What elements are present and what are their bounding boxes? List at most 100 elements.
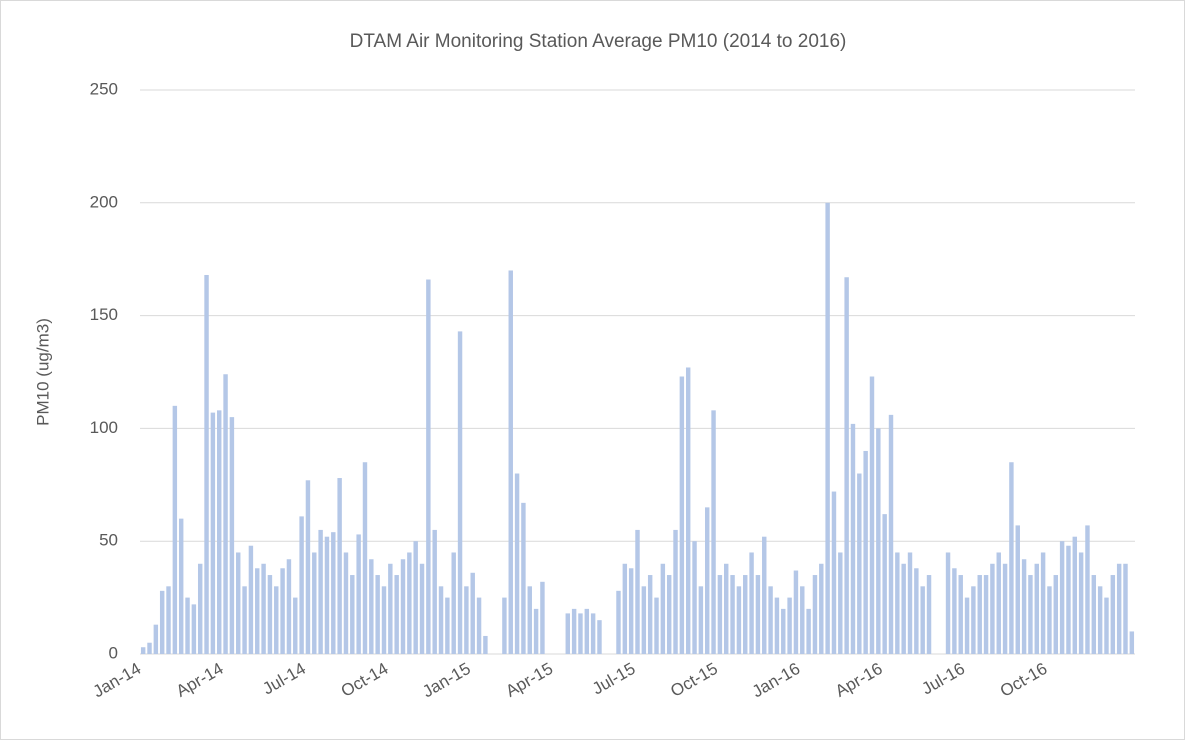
bar xyxy=(971,586,976,654)
bar xyxy=(318,529,323,654)
y-tick-label: 100 xyxy=(90,418,118,437)
bar xyxy=(635,529,640,654)
bar xyxy=(394,575,399,654)
bar xyxy=(1078,552,1084,654)
bar xyxy=(533,608,539,654)
bar xyxy=(565,613,571,654)
bar xyxy=(692,541,697,654)
bar xyxy=(521,502,526,654)
y-axis-label: PM10 (ug/m3) xyxy=(33,318,52,426)
bar xyxy=(711,410,716,654)
bar xyxy=(223,374,228,654)
bar xyxy=(166,586,171,654)
bar xyxy=(210,412,216,654)
y-tick-label: 0 xyxy=(109,643,118,662)
bar xyxy=(331,532,336,654)
bar xyxy=(362,462,368,654)
bar xyxy=(781,608,786,654)
bar xyxy=(451,552,456,654)
bar xyxy=(381,586,387,654)
bar xyxy=(324,536,330,654)
bar xyxy=(1085,525,1090,654)
bar xyxy=(356,534,361,654)
bar xyxy=(369,559,374,654)
bar xyxy=(375,575,380,654)
bar xyxy=(153,624,159,654)
bar xyxy=(977,575,982,654)
bar xyxy=(584,608,590,654)
chart-title: DTAM Air Monitoring Station Average PM10… xyxy=(350,31,847,52)
bar xyxy=(724,563,729,654)
bar xyxy=(755,575,761,654)
bar xyxy=(1123,563,1128,654)
bar xyxy=(1053,575,1058,654)
bar xyxy=(299,516,304,654)
bar xyxy=(787,597,792,654)
bar xyxy=(654,597,659,654)
bar xyxy=(413,541,418,654)
bar xyxy=(983,575,989,654)
bar xyxy=(419,563,425,654)
bar xyxy=(907,552,913,654)
bar xyxy=(337,478,342,654)
bar xyxy=(159,590,165,654)
bar xyxy=(197,563,203,654)
bar xyxy=(293,597,298,654)
bar xyxy=(806,608,811,654)
bar xyxy=(242,586,247,654)
bar xyxy=(350,575,355,654)
bar xyxy=(172,405,178,654)
bar xyxy=(920,586,925,654)
bar xyxy=(1021,559,1027,654)
bar xyxy=(229,417,235,654)
bar xyxy=(261,563,266,654)
bar xyxy=(857,473,862,654)
bar xyxy=(457,331,463,654)
bar xyxy=(800,586,805,654)
bar xyxy=(628,568,634,654)
bar xyxy=(762,536,767,654)
y-tick-label: 200 xyxy=(90,192,118,211)
bar xyxy=(743,575,748,654)
bar xyxy=(876,428,881,654)
bar xyxy=(616,590,621,654)
bar xyxy=(1040,552,1046,654)
bar xyxy=(945,552,951,654)
bar xyxy=(470,572,475,654)
bar xyxy=(1104,597,1109,654)
bar xyxy=(1110,575,1116,654)
bar xyxy=(388,563,393,654)
bar xyxy=(590,613,596,654)
bar xyxy=(502,597,507,654)
bar xyxy=(1066,545,1071,654)
bar xyxy=(685,367,691,654)
bar xyxy=(704,507,710,654)
bar xyxy=(312,552,317,654)
bar xyxy=(1072,536,1078,654)
y-tick-label: 150 xyxy=(90,305,118,324)
bar xyxy=(514,473,520,654)
bar xyxy=(825,202,830,655)
bar xyxy=(888,414,894,654)
bar xyxy=(267,575,273,654)
bar xyxy=(768,586,773,654)
bar xyxy=(831,491,837,654)
bar xyxy=(850,423,856,654)
bar xyxy=(185,597,190,654)
bar xyxy=(698,586,704,654)
bar xyxy=(641,586,647,654)
bar xyxy=(286,559,292,654)
bar xyxy=(901,563,906,654)
bar xyxy=(730,575,735,654)
bar xyxy=(1059,541,1065,654)
bar xyxy=(647,575,653,654)
bar xyxy=(305,480,311,654)
bar xyxy=(869,376,875,654)
bar xyxy=(1116,563,1122,654)
bar xyxy=(838,552,843,654)
bar xyxy=(248,545,254,654)
bar xyxy=(407,552,412,654)
bar xyxy=(217,410,222,654)
bar xyxy=(540,581,545,654)
